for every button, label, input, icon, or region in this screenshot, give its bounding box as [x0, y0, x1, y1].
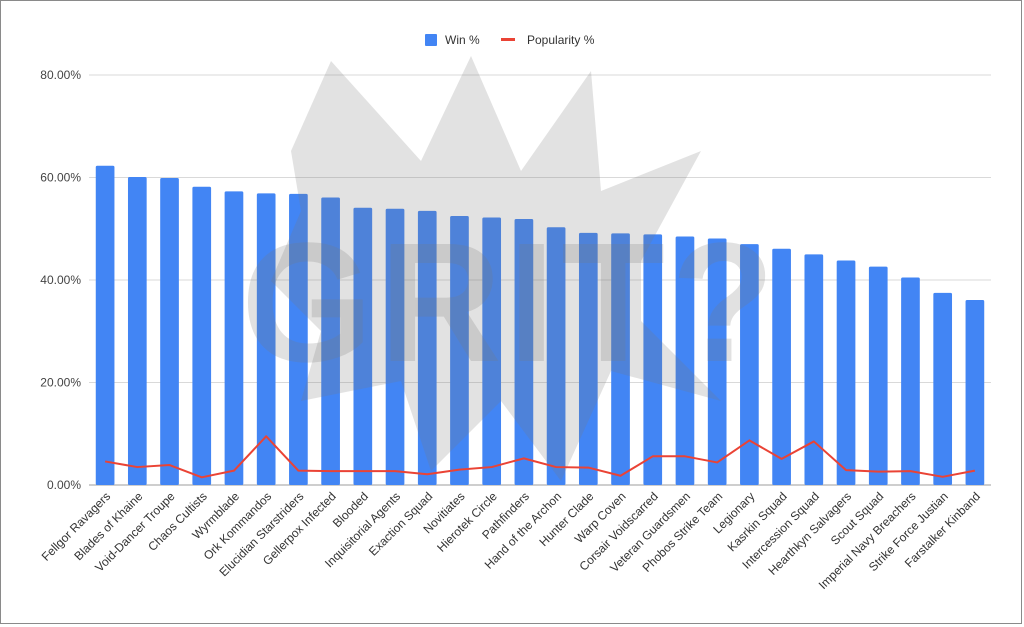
bar-win-6 — [256, 193, 276, 485]
popularity-line — [104, 435, 976, 479]
y-tick-label: 40.00% — [40, 273, 81, 287]
bar-win-14 — [514, 219, 534, 485]
bar-win-3 — [160, 178, 179, 485]
bar-win-16 — [578, 232, 598, 485]
legend-label-popularity: Popularity % — [527, 33, 595, 47]
bar-win-11 — [417, 210, 437, 485]
line-series-popularity — [104, 435, 976, 479]
legend-swatch-win — [425, 34, 437, 46]
bar-win-23 — [804, 254, 824, 485]
bar-win-24 — [836, 260, 856, 485]
legend: Win % Popularity % — [425, 33, 595, 47]
bar-win-26 — [901, 277, 920, 485]
bar-win-27 — [933, 292, 953, 485]
bar-win-2 — [127, 176, 147, 486]
bar-win-15 — [546, 227, 566, 485]
bar-win-12 — [450, 215, 469, 485]
bar-win-9 — [353, 207, 373, 486]
bar-win-25 — [868, 266, 888, 485]
y-tick-label: 80.00% — [40, 68, 81, 82]
watermark-logo: GRIT? — [241, 56, 781, 481]
legend-swatch-popularity — [501, 38, 515, 41]
bar-win-18 — [643, 234, 663, 485]
bar-win-21 — [740, 244, 759, 485]
bar-win-13 — [482, 217, 502, 485]
bar-win-7 — [289, 193, 308, 485]
bar-win-20 — [707, 238, 727, 485]
bar-series-win — [95, 165, 985, 486]
watermark-text: GRIT? — [241, 208, 781, 398]
bar-win-8 — [321, 197, 340, 486]
bar-win-28 — [965, 299, 985, 485]
bar-win-4 — [192, 186, 212, 485]
y-axis: 0.00% 20.00% 40.00% 60.00% 80.00% — [40, 68, 81, 492]
legend-label-win: Win % — [445, 33, 480, 47]
bar-win-22 — [772, 248, 791, 485]
bar-win-1 — [95, 165, 115, 485]
bar-win-10 — [385, 208, 405, 485]
y-tick-label: 0.00% — [47, 478, 81, 492]
bar-win-5 — [224, 191, 244, 485]
y-tick-label: 20.00% — [40, 376, 81, 390]
bar-win-19 — [675, 236, 695, 485]
bar-win-17 — [611, 233, 630, 485]
watermark-crown-shape — [271, 56, 721, 481]
y-tick-label: 60.00% — [40, 171, 81, 185]
